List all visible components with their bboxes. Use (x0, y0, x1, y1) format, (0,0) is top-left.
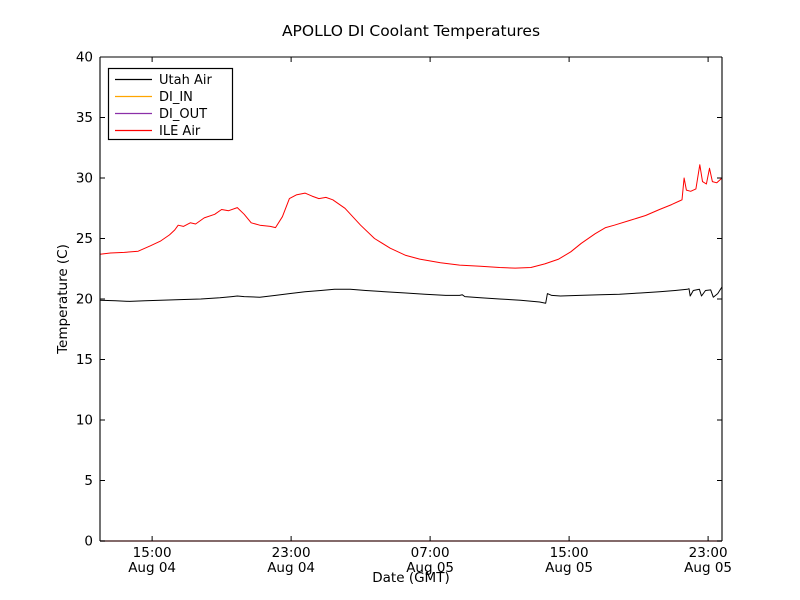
series-line-ile-air (99, 164, 723, 269)
legend-box (107, 67, 234, 141)
series-line-utah-air (99, 286, 723, 304)
y-tick-label: 15 (76, 352, 93, 368)
x-tick-label-date: Aug 04 (267, 560, 315, 576)
y-axis-label: Temperature (C) (55, 244, 71, 354)
x-tick-label-date: Aug 05 (406, 560, 454, 576)
x-tick-label-time: 23:00 (272, 545, 311, 561)
x-tick-label-date: Aug 04 (128, 560, 176, 576)
legend: Utah Air DI_IN DI_OUT ILE Air (107, 67, 234, 141)
y-tick-label: 5 (84, 473, 93, 489)
x-tick-label-time: 23:00 (689, 545, 728, 561)
y-tick-label: 40 (76, 50, 93, 66)
legend-label: ILE Air (159, 124, 201, 139)
x-tick-label-time: 15:00 (550, 545, 589, 561)
x-tick-label-time: 15:00 (133, 545, 172, 561)
x-tick-label-date: Aug 05 (684, 560, 732, 576)
y-tick-label: 25 (76, 231, 93, 247)
y-tick-label: 0 (84, 534, 93, 550)
chart-title: APOLLO DI Coolant Temperatures (281, 22, 541, 40)
x-tick-label-date: Aug 05 (545, 560, 593, 576)
legend-label: DI_OUT (159, 107, 207, 122)
x-tick-label-time: 07:00 (411, 545, 450, 561)
legend-label: DI_IN (159, 90, 193, 105)
y-tick-label: 35 (76, 110, 93, 126)
y-tick-label: 30 (76, 171, 93, 187)
y-tick-label: 20 (76, 292, 93, 308)
legend-label: Utah Air (159, 73, 212, 88)
x-axis-label: Date (GMT) (372, 570, 450, 586)
y-tick-label: 10 (76, 413, 93, 429)
